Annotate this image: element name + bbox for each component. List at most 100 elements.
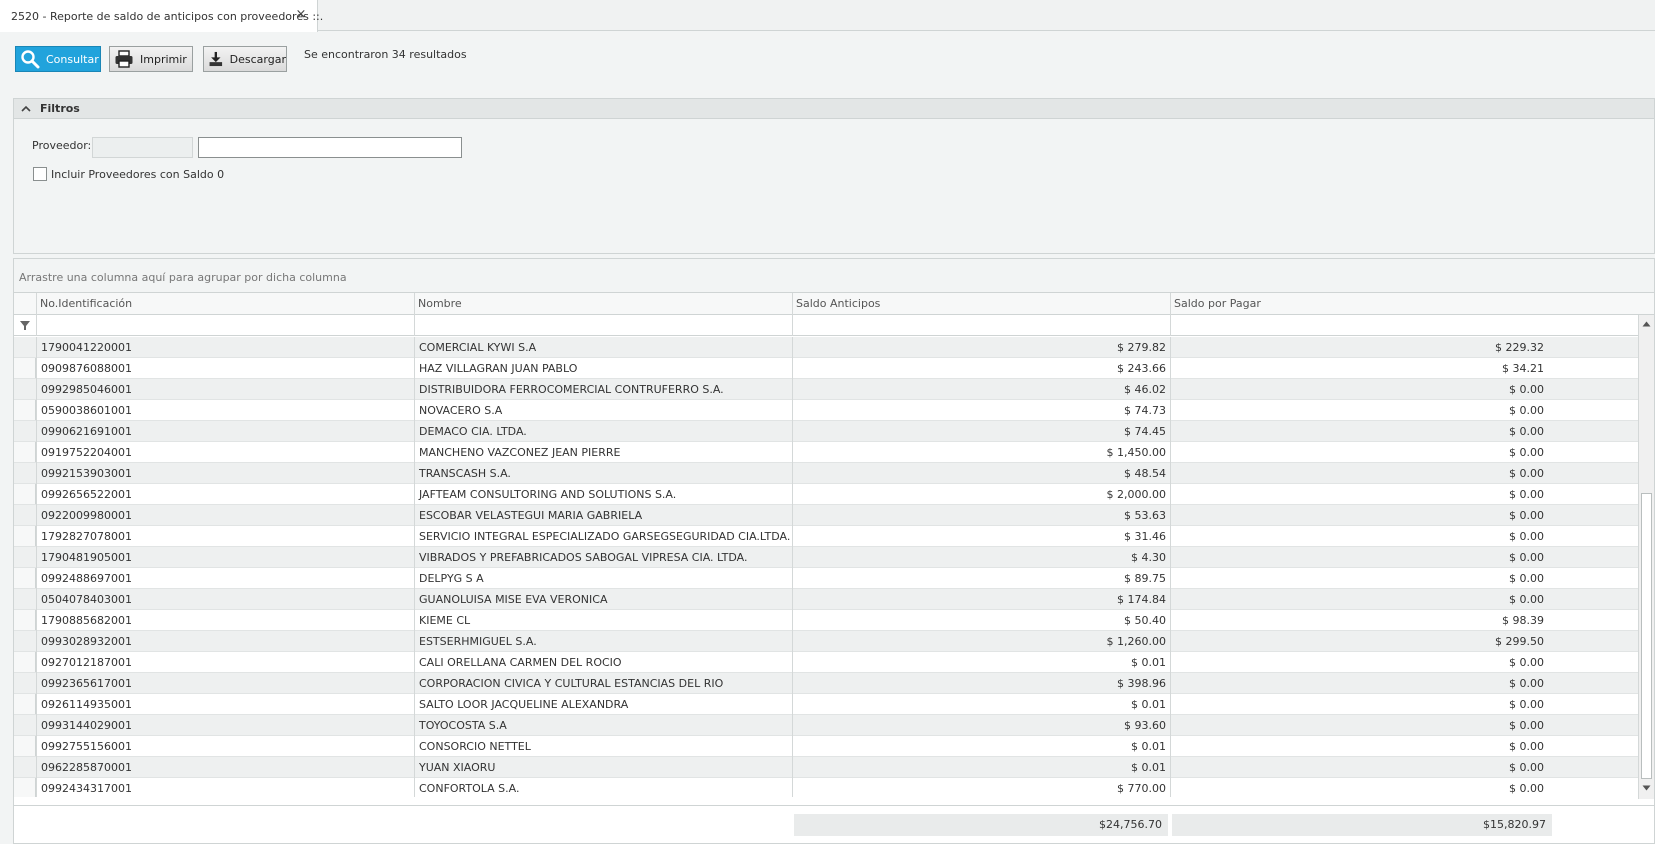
cell-nombre[interactable]: DISTRIBUIDORA FERROCOMERCIAL CONTRUFERRO…	[414, 379, 792, 400]
cell-identificacion[interactable]: 1790885682001	[36, 610, 414, 631]
cell-nombre[interactable]: DELPYG S A	[414, 568, 792, 589]
cell-saldo-anticipos[interactable]: $ 0.01	[792, 757, 1170, 778]
table-row[interactable]: 0909876088001 HAZ VILLAGRAN JUAN PABLO $ 2…	[14, 358, 1638, 379]
cell-identificacion[interactable]: 0909876088001	[36, 358, 414, 379]
cell-saldo-anticipos[interactable]: $ 50.40	[792, 610, 1170, 631]
cell-nombre[interactable]: SALTO LOOR JACQUELINE ALEXANDRA	[414, 694, 792, 715]
cell-saldo-anticipos[interactable]: $ 174.84	[792, 589, 1170, 610]
cell-saldo-anticipos[interactable]: $ 74.45	[792, 421, 1170, 442]
table-row[interactable]: 0504078403001 GUANOLUISA MISE EVA VERONIC…	[14, 589, 1638, 610]
consultar-button[interactable]: Consultar	[15, 46, 101, 72]
cell-saldo-por-pagar[interactable]: $ 34.21	[1170, 358, 1548, 379]
column-header-identificacion[interactable]: No.Identificación	[36, 293, 414, 315]
cell-identificacion[interactable]: 0993028932001	[36, 631, 414, 652]
cell-identificacion[interactable]: 0590038601001	[36, 400, 414, 421]
arrow-down-icon[interactable]	[1640, 781, 1653, 795]
table-row[interactable]: 0992153903001 TRANSCASH S.A. $ 48.54 $ 0.00	[14, 463, 1638, 484]
filter-cell-nombre[interactable]	[414, 315, 792, 336]
table-row[interactable]: 0992985046001 DISTRIBUIDORA FERROCOMERCIA…	[14, 379, 1638, 400]
column-header-saldo-anticipos[interactable]: Saldo Anticipos	[792, 293, 1170, 315]
table-row[interactable]: 0993028932001 ESTSERHMIGUEL S.A. $ 1,260.0…	[14, 631, 1638, 652]
cell-identificacion[interactable]: 0992488697001	[36, 568, 414, 589]
table-row[interactable]: 0990621691001 DEMACO CIA. LTDA. $ 74.45 $ 0…	[14, 421, 1638, 442]
cell-identificacion[interactable]: 0992656522001	[36, 484, 414, 505]
incluir-saldo-cero-option[interactable]: Incluir Proveedores con Saldo 0	[33, 167, 224, 181]
table-row[interactable]: 0922009980001 ESCOBAR VELASTEGUI MARIA GA…	[14, 505, 1638, 526]
cell-saldo-por-pagar[interactable]: $ 0.00	[1170, 568, 1548, 589]
table-row[interactable]: 0993144029001 TOYOCOSTA S.A $ 93.60 $ 0.00	[14, 715, 1638, 736]
cell-saldo-por-pagar[interactable]: $ 229.32	[1170, 337, 1548, 358]
cell-nombre[interactable]: TOYOCOSTA S.A	[414, 715, 792, 736]
vertical-scrollbar[interactable]	[1638, 315, 1654, 799]
cell-identificacion[interactable]: 0992365617001	[36, 673, 414, 694]
cell-identificacion[interactable]: 0990621691001	[36, 421, 414, 442]
cell-nombre[interactable]: CONSORCIO NETTEL	[414, 736, 792, 757]
cell-saldo-anticipos[interactable]: $ 0.01	[792, 652, 1170, 673]
cell-saldo-anticipos[interactable]: $ 398.96	[792, 673, 1170, 694]
arrow-up-icon[interactable]	[1640, 317, 1653, 331]
table-row[interactable]: 1790885682001 KIEME CL $ 50.40 $ 98.39	[14, 610, 1638, 631]
scrollbar-thumb[interactable]	[1641, 493, 1652, 779]
incluir-saldo-cero-checkbox[interactable]	[33, 167, 47, 181]
cell-saldo-por-pagar[interactable]: $ 0.00	[1170, 442, 1548, 463]
cell-identificacion[interactable]: 0992153903001	[36, 463, 414, 484]
table-row[interactable]: 0926114935001 SALTO LOOR JACQUELINE ALEXA…	[14, 694, 1638, 715]
cell-nombre[interactable]: CONFORTOLA S.A.	[414, 778, 792, 797]
cell-saldo-anticipos[interactable]: $ 4.30	[792, 547, 1170, 568]
cell-saldo-por-pagar[interactable]: $ 0.00	[1170, 652, 1548, 673]
cell-nombre[interactable]: CALI ORELLANA CARMEN DEL ROCIO	[414, 652, 792, 673]
cell-nombre[interactable]: SERVICIO INTEGRAL ESPECIALIZADO GARSEGSE…	[414, 526, 792, 547]
descargar-button[interactable]: Descargar	[203, 46, 287, 72]
cell-nombre[interactable]: DEMACO CIA. LTDA.	[414, 421, 792, 442]
cell-nombre[interactable]: ESTSERHMIGUEL S.A.	[414, 631, 792, 652]
cell-identificacion[interactable]: 0927012187001	[36, 652, 414, 673]
cell-nombre[interactable]: HAZ VILLAGRAN JUAN PABLO	[414, 358, 792, 379]
table-row[interactable]: 0992434317001 CONFORTOLA S.A. $ 770.00 $ 0.…	[14, 778, 1638, 797]
cell-identificacion[interactable]: 1790481905001	[36, 547, 414, 568]
filter-cell-identificacion[interactable]	[36, 315, 414, 336]
filters-header[interactable]: Filtros	[14, 99, 1654, 119]
cell-saldo-anticipos[interactable]: $ 31.46	[792, 526, 1170, 547]
table-row[interactable]: 0992656522001 JAFTEAM CONSULTORING AND SO…	[14, 484, 1638, 505]
cell-nombre[interactable]: GUANOLUISA MISE EVA VERONICA	[414, 589, 792, 610]
proveedor-name-field[interactable]	[198, 137, 462, 158]
cell-saldo-por-pagar[interactable]: $ 0.00	[1170, 736, 1548, 757]
cell-saldo-por-pagar[interactable]: $ 0.00	[1170, 757, 1548, 778]
cell-saldo-anticipos[interactable]: $ 279.82	[792, 337, 1170, 358]
table-row[interactable]: 0590038601001 NOVACERO S.A $ 74.73 $ 0.00	[14, 400, 1638, 421]
cell-saldo-anticipos[interactable]: $ 1,260.00	[792, 631, 1170, 652]
cell-identificacion[interactable]: 0919752204001	[36, 442, 414, 463]
cell-saldo-por-pagar[interactable]: $ 0.00	[1170, 547, 1548, 568]
cell-saldo-anticipos[interactable]: $ 48.54	[792, 463, 1170, 484]
proveedor-code-field[interactable]	[92, 137, 193, 158]
cell-saldo-anticipos[interactable]: $ 770.00	[792, 778, 1170, 797]
imprimir-button[interactable]: Imprimir	[109, 46, 193, 72]
cell-saldo-anticipos[interactable]: $ 243.66	[792, 358, 1170, 379]
cell-saldo-anticipos[interactable]: $ 0.01	[792, 694, 1170, 715]
cell-identificacion[interactable]: 0504078403001	[36, 589, 414, 610]
cell-identificacion[interactable]: 0992755156001	[36, 736, 414, 757]
cell-nombre[interactable]: NOVACERO S.A	[414, 400, 792, 421]
cell-saldo-por-pagar[interactable]: $ 0.00	[1170, 526, 1548, 547]
tab-reporte[interactable]: 2520 - Reporte de saldo de anticipos con…	[0, 0, 323, 32]
cell-saldo-por-pagar[interactable]: $ 0.00	[1170, 484, 1548, 505]
table-row[interactable]: 0992488697001 DELPYG S A $ 89.75 $ 0.00	[14, 568, 1638, 589]
cell-identificacion[interactable]: 1792827078001	[36, 526, 414, 547]
cell-nombre[interactable]: YUAN XIAORU	[414, 757, 792, 778]
table-row[interactable]: 1792827078001 SERVICIO INTEGRAL ESPECIALI…	[14, 526, 1638, 547]
filter-icon[interactable]	[19, 320, 31, 331]
cell-saldo-por-pagar[interactable]: $ 299.50	[1170, 631, 1548, 652]
column-header-saldo-por-pagar[interactable]: Saldo por Pagar	[1170, 293, 1554, 315]
cell-identificacion[interactable]: 0962285870001	[36, 757, 414, 778]
table-row[interactable]: 0919752204001 MANCHENO VAZCONEZ JEAN PIER…	[14, 442, 1638, 463]
cell-nombre[interactable]: ESCOBAR VELASTEGUI MARIA GABRIELA	[414, 505, 792, 526]
cell-saldo-por-pagar[interactable]: $ 0.00	[1170, 505, 1548, 526]
cell-saldo-anticipos[interactable]: $ 53.63	[792, 505, 1170, 526]
cell-saldo-por-pagar[interactable]: $ 0.00	[1170, 421, 1548, 442]
close-icon[interactable]: ×	[295, 7, 307, 22]
cell-identificacion[interactable]: 0992434317001	[36, 778, 414, 797]
cell-nombre[interactable]: CORPORACION CIVICA Y CULTURAL ESTANCIAS …	[414, 673, 792, 694]
table-row[interactable]: 1790041220001 COMERCIAL KYWI S.A $ 279.82 $…	[14, 337, 1638, 358]
cell-saldo-por-pagar[interactable]: $ 0.00	[1170, 589, 1548, 610]
cell-nombre[interactable]: VIBRADOS Y PREFABRICADOS SABOGAL VIPRESA…	[414, 547, 792, 568]
